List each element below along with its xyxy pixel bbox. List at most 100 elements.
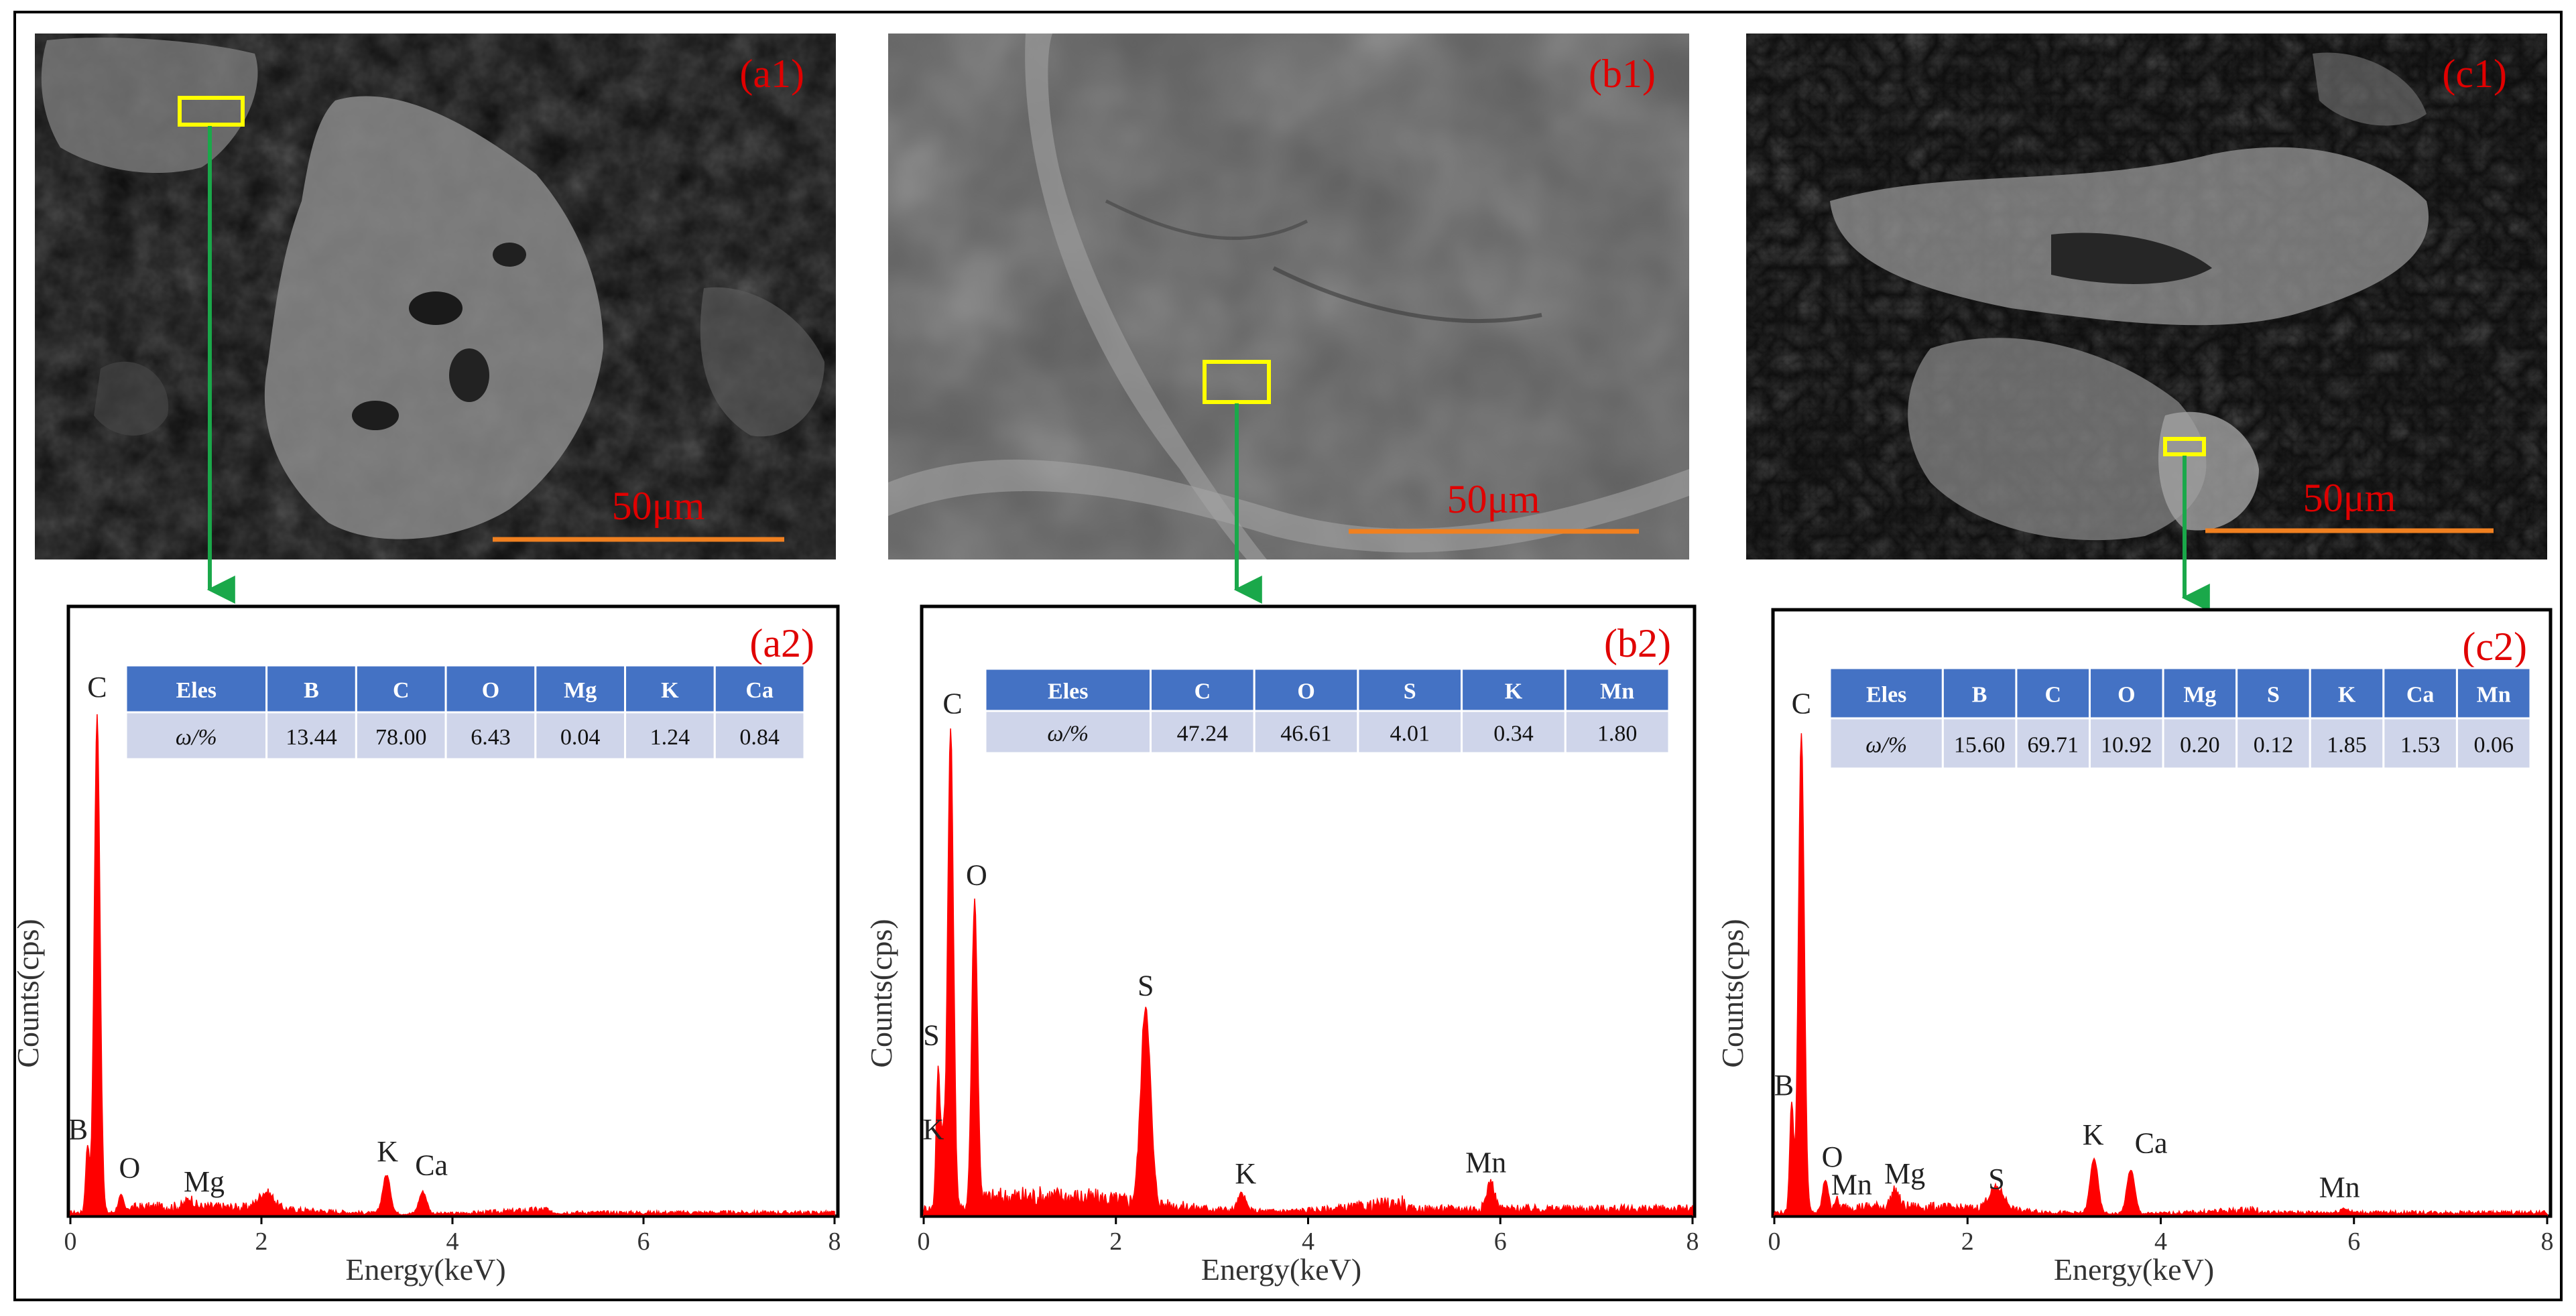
- x-tick-label: 8: [1686, 1228, 1699, 1256]
- x-tick-label: 6: [637, 1228, 650, 1256]
- peak-label: S: [1988, 1163, 2004, 1195]
- scale-bar-label: 50μm: [612, 484, 705, 528]
- table-header-cell: [534, 664, 627, 714]
- chart-label: (c2): [2462, 624, 2527, 669]
- peak-label: Mg: [184, 1165, 225, 1198]
- table-cell-text: 13.44: [286, 725, 337, 750]
- composition-table: Eles C O S K Mn ω/% 47.24 46.61 4.01 0.34 1.80: [984, 667, 1670, 754]
- table-cell-text: 0.12: [2254, 733, 2294, 758]
- table-header-text: Eles: [176, 678, 217, 703]
- x-tick-label: 4: [1302, 1228, 1314, 1256]
- peak-label: Mn: [1831, 1168, 1872, 1201]
- table-cell: [1829, 717, 1944, 770]
- table-cell: [2162, 717, 2238, 770]
- sem-pore: [409, 291, 463, 325]
- table-cell-text: 46.61: [1280, 722, 1332, 746]
- x-axis-label: Energy(keV): [2054, 1252, 2214, 1287]
- table-cell: [2235, 717, 2311, 770]
- table-header-text: K: [1505, 679, 1523, 704]
- y-axis-label: Counts(cps): [864, 919, 898, 1067]
- table-cell-text: 69.71: [2027, 733, 2079, 758]
- x-tick-label: 4: [446, 1228, 459, 1256]
- scale-bar-label: 50μm: [2303, 476, 2396, 520]
- table-header-cell: [2235, 667, 2311, 720]
- table-header-cell: [1941, 667, 2018, 720]
- sem-particle: [2313, 52, 2427, 126]
- sem-particle: [1908, 338, 2207, 541]
- table-cell: [1150, 710, 1255, 754]
- table-header-cell: [265, 664, 357, 714]
- table-header-cell: [1461, 667, 1567, 712]
- table-header-cell: [355, 664, 447, 714]
- peak-label: K: [377, 1135, 398, 1168]
- table-header-text: C: [1194, 679, 1211, 704]
- sem-wrinkle: [1272, 266, 1542, 323]
- table-cell: [265, 711, 357, 761]
- table-cell: [624, 711, 716, 761]
- sem-particle: [41, 38, 258, 174]
- sem-image-a1: (a1) 50μm: [35, 34, 836, 560]
- table-cell: [984, 710, 1152, 754]
- table-cell: [125, 711, 268, 761]
- spectrum-area: [70, 714, 835, 1217]
- y-axis-label: Counts(cps): [1715, 919, 1750, 1067]
- sem-pore: [2051, 233, 2212, 284]
- peak-label: Ca: [415, 1148, 448, 1181]
- peak-label: O: [1822, 1140, 1843, 1173]
- table-cell-text: 4.01: [1390, 722, 1430, 746]
- table-cell-text: ω/%: [1865, 733, 1907, 758]
- table-cell: [2089, 717, 2164, 770]
- x-tick-label: 8: [829, 1228, 841, 1256]
- table-header-text: K: [661, 678, 679, 703]
- table-cell-text: 1.85: [2327, 733, 2367, 758]
- sem-label: (b1): [1589, 52, 1656, 96]
- peak-label: K: [922, 1113, 944, 1146]
- composition-table: Eles B C O Mg S K Ca Mn ω/% 15.60 69.71 10.92 0.20 0.1…: [1829, 667, 2532, 770]
- table-header-text: O: [1297, 679, 1314, 704]
- table-cell: [1564, 710, 1670, 754]
- sem-particle: [94, 361, 169, 436]
- table-cell-text: 15.60: [1954, 733, 2006, 758]
- peak-label: C: [942, 687, 962, 720]
- peak-label: O: [119, 1152, 140, 1185]
- sem-particle: [1830, 147, 2429, 326]
- table-cell-text: 10.92: [2101, 733, 2152, 758]
- spectrum-area: [1774, 733, 2548, 1217]
- peak-label: O: [966, 858, 987, 891]
- sem-label: (c1): [2442, 52, 2507, 96]
- peak-label: Mg: [1884, 1157, 1925, 1190]
- table-header-text: Ca: [745, 678, 774, 703]
- table-header-cell: [624, 664, 716, 714]
- table-cell-text: 0.06: [2473, 733, 2514, 758]
- table-header-text: Mn: [2477, 683, 2511, 708]
- table-header-text: K: [2338, 683, 2356, 708]
- x-tick-label: 6: [1494, 1228, 1507, 1256]
- table-cell: [1461, 710, 1567, 754]
- highlight-box: [178, 96, 245, 127]
- x-tick-label: 2: [1961, 1228, 1974, 1256]
- table-header-cell: [1357, 667, 1463, 712]
- table-cell-text: 47.24: [1177, 722, 1229, 746]
- peak-label: K: [2083, 1118, 2104, 1151]
- table-cell: [2455, 717, 2532, 770]
- table-cell-text: 0.20: [2180, 733, 2220, 758]
- x-axis-label: Energy(keV): [345, 1252, 505, 1287]
- table-header-text: B: [1972, 683, 1987, 708]
- table-header-text: Mn: [1600, 679, 1634, 704]
- sem-image-c1: (c1) 50μm: [1746, 34, 2547, 560]
- table-cell: [2015, 717, 2091, 770]
- highlight-box: [2163, 437, 2206, 456]
- table-cell-text: 78.00: [375, 725, 427, 750]
- peak-label: Ca: [2135, 1126, 2168, 1159]
- peak-label: Mn: [1465, 1146, 1506, 1179]
- peak-label: S: [1138, 969, 1154, 1002]
- table-header-cell: [2015, 667, 2091, 720]
- peak-label: K: [1235, 1157, 1256, 1190]
- table-cell: [713, 711, 806, 761]
- x-tick-label: 0: [918, 1228, 930, 1256]
- table-cell-text: 1.80: [1597, 722, 1638, 746]
- x-tick-label: 8: [2541, 1228, 2554, 1256]
- sem-wrinkle: [1105, 199, 1308, 241]
